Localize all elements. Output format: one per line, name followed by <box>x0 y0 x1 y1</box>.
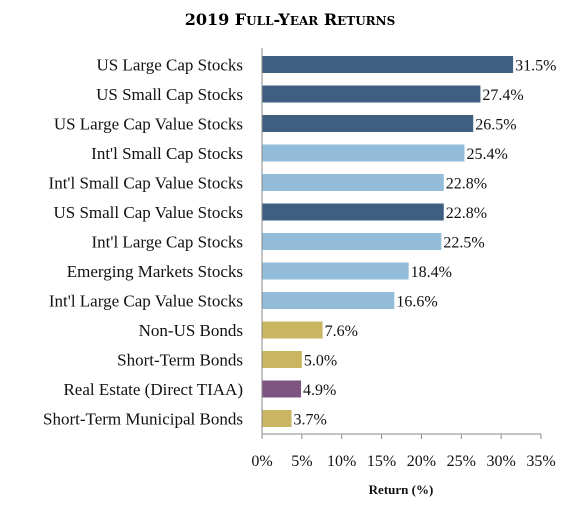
title-part-mid2: R <box>318 10 338 29</box>
bar-7 <box>262 262 409 280</box>
chart-title: 2019 FULL-YEAR RETURNS <box>185 10 396 29</box>
x-tick-label-7: 35% <box>526 453 555 470</box>
value-label-2: 26.5% <box>475 117 516 134</box>
title-part-mid: -Y <box>274 10 291 29</box>
category-label-4: Int'l Small Cap Value Stocks <box>49 174 243 193</box>
value-label-8: 16.6% <box>396 294 437 311</box>
x-tick-label-0: 0% <box>251 453 272 470</box>
value-label-3: 25.4% <box>466 146 507 163</box>
value-label-9: 7.6% <box>325 323 358 340</box>
x-axis-title: Return (%) <box>369 482 434 497</box>
category-label-10: Short-Term Bonds <box>117 351 243 370</box>
value-label-4: 22.8% <box>446 176 487 193</box>
x-tick-label-1: 5% <box>291 453 312 470</box>
category-label-3: Int'l Small Cap Stocks <box>91 144 243 163</box>
category-label-0: US Large Cap Stocks <box>96 56 243 75</box>
bar-8 <box>262 292 395 309</box>
category-label-6: Int'l Large Cap Stocks <box>92 233 243 252</box>
x-tick-label-4: 20% <box>407 453 436 470</box>
bar-2 <box>262 115 474 132</box>
value-label-12: 3.7% <box>293 412 326 429</box>
value-label-6: 22.5% <box>443 235 484 252</box>
x-tick-label-6: 30% <box>486 453 515 470</box>
bar-5 <box>262 203 444 221</box>
value-label-7: 18.4% <box>411 264 452 281</box>
bar-0 <box>262 56 514 73</box>
bar-9 <box>262 321 323 339</box>
value-label-0: 31.5% <box>515 58 556 75</box>
category-label-12: Short-Term Municipal Bonds <box>43 410 243 429</box>
title-part-small1: ULL <box>246 14 274 28</box>
value-label-10: 5.0% <box>304 353 337 370</box>
bar-12 <box>262 410 292 427</box>
bar-1 <box>262 85 481 103</box>
category-label-7: Emerging Markets Stocks <box>67 262 243 281</box>
category-label-5: US Small Cap Value Stocks <box>53 203 243 222</box>
category-label-11: Real Estate (Direct TIAA) <box>63 380 243 399</box>
value-label-1: 27.4% <box>482 87 523 104</box>
x-tick-label-3: 15% <box>367 453 396 470</box>
bar-3 <box>262 144 465 162</box>
plot-area: US Large Cap Stocks 31.5% US Small Cap Sto… <box>43 48 556 497</box>
title-part-small2: EAR <box>290 14 319 28</box>
value-label-11: 4.9% <box>303 382 336 399</box>
title-part-small3: ETURNS <box>337 14 395 28</box>
x-tick-label-2: 10% <box>327 453 356 470</box>
title-part-prefix: 2019 F <box>185 10 247 29</box>
bar-4 <box>262 174 444 191</box>
category-label-8: Int'l Large Cap Value Stocks <box>49 292 243 311</box>
category-label-9: Non-US Bonds <box>139 321 243 340</box>
bar-10 <box>262 351 302 368</box>
category-label-2: US Large Cap Value Stocks <box>54 115 243 134</box>
x-tick-label-5: 25% <box>447 453 476 470</box>
category-label-1: US Small Cap Stocks <box>96 85 243 104</box>
value-label-5: 22.8% <box>446 205 487 222</box>
bar-11 <box>262 380 302 398</box>
bar-6 <box>262 233 442 250</box>
